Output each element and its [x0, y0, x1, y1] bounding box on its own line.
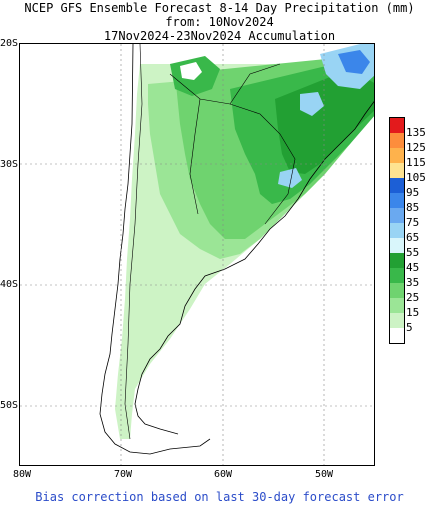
legend-swatch — [390, 268, 404, 283]
legend-swatch — [390, 148, 404, 163]
legend-label: 75 — [406, 216, 420, 229]
lat-label-20s: 20S — [0, 38, 19, 49]
precip-65mm-spot-north — [180, 62, 202, 80]
lat-label-40s: 40S — [0, 279, 19, 290]
legend-swatch — [390, 193, 404, 208]
precip-55mm-region — [275, 69, 374, 174]
legend-swatch — [390, 238, 404, 253]
lon-label-60w: 60W — [214, 469, 233, 480]
legend-swatch — [390, 328, 404, 343]
lon-label-70w: 70W — [114, 469, 133, 480]
bias-correction-note: Bias correction based on last 30-day for… — [35, 490, 404, 504]
map-title-line-3: 17Nov2024-23Nov2024 Accumulation — [103, 29, 336, 43]
legend-label: 25 — [406, 291, 420, 304]
legend-label: 45 — [406, 261, 420, 274]
legend-label: 65 — [406, 231, 420, 244]
lat-label-50s: 50S — [0, 400, 19, 411]
legend-label: 55 — [406, 246, 420, 259]
legend-swatch — [390, 163, 404, 178]
legend-label: 5 — [406, 321, 413, 334]
graticule — [20, 44, 374, 465]
legend-label: 35 — [406, 276, 420, 289]
legend-label: 115 — [406, 156, 426, 169]
map-title-line-1: NCEP GFS Ensemble Forecast 8-14 Day Prec… — [24, 1, 415, 15]
lat-label-30s: 30S — [0, 159, 19, 170]
coastline — [99, 44, 374, 455]
legend-label: 135 — [406, 126, 426, 139]
precip-75mm-spot-east — [300, 92, 324, 116]
legend-swatch — [390, 208, 404, 223]
legend-swatch — [390, 133, 404, 148]
legend-label: 125 — [406, 141, 426, 154]
legend-label: 15 — [406, 306, 420, 319]
lon-label-50w: 50W — [315, 469, 334, 480]
precip-85mm-region — [338, 50, 370, 74]
legend-label: 105 — [406, 171, 426, 184]
map-frame — [19, 43, 375, 466]
legend-swatch — [390, 178, 404, 193]
legend-swatch — [390, 223, 404, 238]
legend-swatch — [390, 283, 404, 298]
precipitation-map — [20, 44, 374, 465]
legend-label: 85 — [406, 201, 420, 214]
legend-label: 95 — [406, 186, 420, 199]
legend-swatch — [390, 298, 404, 313]
legend-swatch — [390, 253, 404, 268]
legend-swatch — [390, 118, 404, 133]
legend-swatch — [390, 313, 404, 328]
precip-75mm-spot-south — [278, 168, 302, 188]
country-borders — [124, 44, 296, 440]
lon-label-80w: 80W — [13, 469, 32, 480]
precipitation-color-legend — [389, 117, 405, 344]
map-title-line-2: from: 10Nov2024 — [165, 15, 274, 29]
